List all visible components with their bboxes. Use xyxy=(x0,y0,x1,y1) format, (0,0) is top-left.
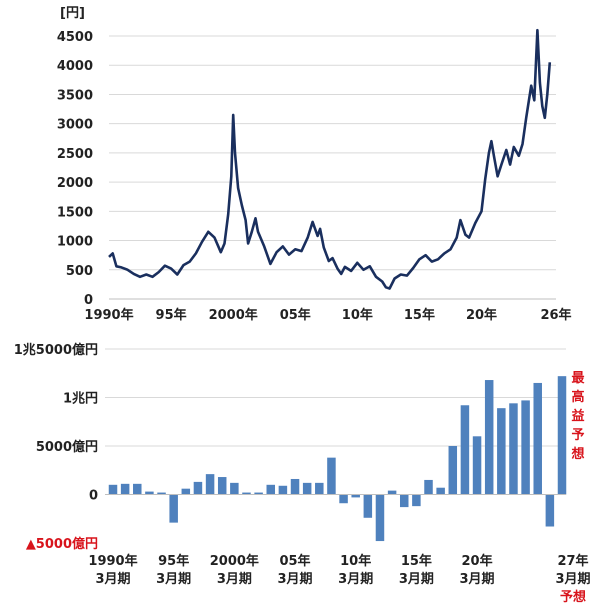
profit-bar xyxy=(472,436,482,495)
profit-bar xyxy=(339,494,348,504)
x-tick-year: 2000年 xyxy=(210,553,259,569)
profit-bar xyxy=(230,482,239,495)
profit-bar xyxy=(460,405,470,495)
y-gridlines xyxy=(109,35,556,271)
x-tick-forecast: 予想 xyxy=(560,589,586,605)
y-tick-label: 2500 xyxy=(57,147,93,162)
x-tick-labels: 1990年 95年 2000年 05年 10年 15年 20年 26年 xyxy=(84,307,571,323)
y-tick-labels: 1兆5000億円 1兆円 5000億円 0 ▲5000億円 xyxy=(14,342,98,552)
x-tick-period: 3月期 xyxy=(399,572,434,587)
profit-bar xyxy=(484,380,494,495)
x-tick-label: 2000年 xyxy=(209,307,258,323)
x-tick-period: 3月期 xyxy=(555,572,590,587)
x-tick-label: 20年 xyxy=(466,307,497,323)
x-tick-period: 3月期 xyxy=(217,572,252,587)
annotation-char: 益 xyxy=(571,408,584,424)
price-series xyxy=(108,28,552,290)
y-tick-label: 4500 xyxy=(57,30,93,45)
y-tick-label: 3000 xyxy=(57,118,93,133)
x-tick-year: 10年 xyxy=(340,553,371,569)
profit-bar xyxy=(351,494,360,498)
profit-bar xyxy=(193,481,203,495)
profit-bar xyxy=(387,490,397,495)
x-tick-label: 26年 xyxy=(540,307,571,323)
profit-bar xyxy=(327,457,336,495)
y-tick-label: 0 xyxy=(84,293,93,308)
profit-bar xyxy=(497,408,506,495)
y-gridlines xyxy=(105,348,566,447)
profit-bar xyxy=(145,491,154,495)
profit-bar xyxy=(545,494,555,527)
stock-price-line-chart: [円] 0 500 1000 1500 2000 2500 3000 3500 4000 4500… xyxy=(57,6,572,323)
x-tick-label: 10年 xyxy=(342,307,373,323)
x-tick-year: 15年 xyxy=(401,553,432,569)
y-tick-label: 1500 xyxy=(57,205,93,220)
y-axis-unit-label: [円] xyxy=(60,6,85,21)
profit-bar xyxy=(436,487,445,495)
y-tick-label: 2000 xyxy=(57,176,93,191)
x-tick-period: 3月期 xyxy=(460,572,495,587)
profit-bar xyxy=(133,483,142,495)
y-tick-label: 4000 xyxy=(57,59,93,74)
profit-bar xyxy=(217,477,227,495)
x-tick-year: 95年 xyxy=(158,553,189,569)
y-tick-label: 500 xyxy=(66,264,93,279)
x-tick-year: 05年 xyxy=(279,553,310,569)
profit-bar xyxy=(205,474,215,495)
profit-bar xyxy=(302,482,312,495)
profit-bar xyxy=(363,494,373,518)
x-tick-period: 3月期 xyxy=(156,572,191,587)
x-tick-label: 95年 xyxy=(156,307,187,323)
profit-bars xyxy=(108,376,567,542)
profit-bar xyxy=(278,485,288,495)
y-tick-label: 5000億円 xyxy=(36,439,98,455)
x-tick-year: 20年 xyxy=(462,553,493,569)
profit-bar xyxy=(557,376,567,495)
profit-bar xyxy=(290,478,300,495)
x-tick-period: 3月期 xyxy=(95,572,130,587)
profit-bar xyxy=(448,446,458,495)
price-line xyxy=(108,28,552,290)
profit-bar xyxy=(315,482,324,495)
profit-bar xyxy=(533,382,542,495)
y-tick-labels: 0 500 1000 1500 2000 2500 3000 3500 4000 4500 xyxy=(57,30,93,308)
y-tick-label: 1兆円 xyxy=(63,391,98,407)
y-tick-label: 3500 xyxy=(57,88,93,103)
profit-bar xyxy=(108,484,118,495)
annotation-char: 予 xyxy=(571,428,584,443)
profit-bar xyxy=(181,488,191,495)
annotation-char: 最 xyxy=(571,371,585,386)
profit-bar xyxy=(424,479,433,495)
x-tick-labels: 1990年 3月期 95年 3月期 2000年 3月期 05年 3月期 10年 3月期 15年 3月期… xyxy=(88,553,590,605)
profit-bar xyxy=(169,494,178,523)
profit-bar xyxy=(412,494,421,507)
annotation-char: 高 xyxy=(571,389,584,405)
x-tick-label: 1990年 xyxy=(84,307,133,323)
profit-bar xyxy=(399,494,409,508)
y-tick-label: 0 xyxy=(89,489,98,504)
profit-bar xyxy=(375,494,385,542)
x-tick-year: 1990年 xyxy=(88,553,137,569)
profit-bar xyxy=(254,492,263,495)
x-tick-year: 27年 xyxy=(557,553,588,569)
y-tick-label: ▲5000億円 xyxy=(26,536,98,552)
x-tick-period: 3月期 xyxy=(278,572,313,587)
profit-bar xyxy=(266,484,276,495)
profit-bar xyxy=(509,403,518,495)
x-tick-label: 15年 xyxy=(404,307,435,323)
profit-bar xyxy=(120,483,130,495)
profit-bar xyxy=(521,400,530,495)
profit-bar xyxy=(242,492,251,495)
x-tick-period: 3月期 xyxy=(338,572,373,587)
profit-bar xyxy=(157,492,166,495)
x-tick-label: 05年 xyxy=(280,307,311,323)
y-tick-label: 1兆5000億円 xyxy=(14,342,98,358)
y-tick-label: 1000 xyxy=(57,235,93,250)
annotation-char: 想 xyxy=(571,446,584,462)
